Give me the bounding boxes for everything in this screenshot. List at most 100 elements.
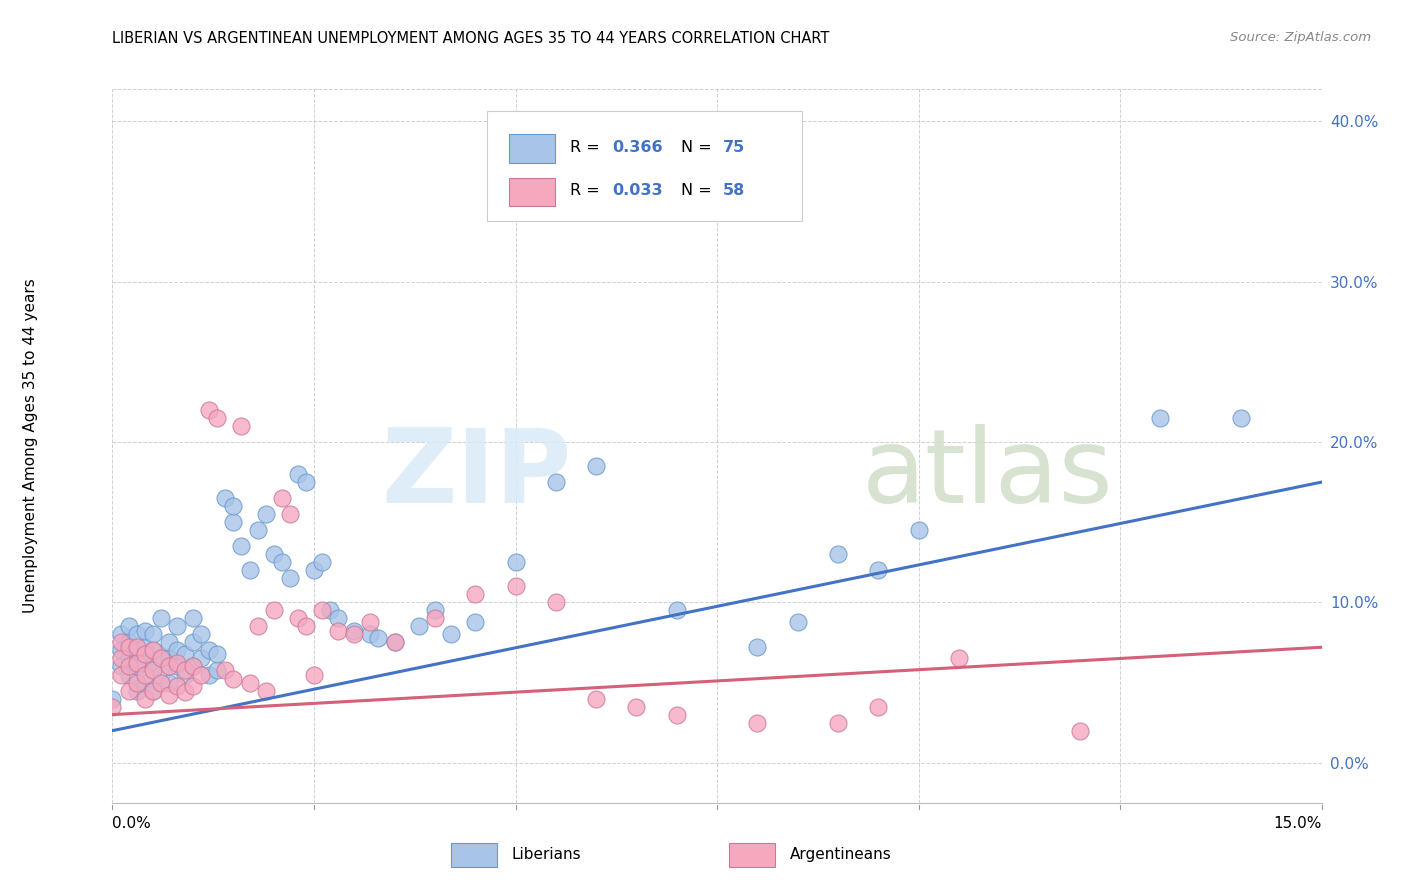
Point: [222, 499, 245, 513]
Point: [263, 547, 285, 561]
Point: [134, 675, 156, 690]
Point: [181, 635, 204, 649]
Text: Argentineans: Argentineans: [790, 847, 891, 863]
Point: [295, 619, 318, 633]
Point: [311, 603, 333, 617]
Point: [134, 640, 156, 655]
Text: 0.366: 0.366: [612, 140, 662, 155]
Point: [134, 667, 156, 681]
Point: [174, 667, 197, 681]
Point: [181, 611, 204, 625]
Text: 75: 75: [723, 140, 745, 155]
Point: [270, 491, 292, 505]
Point: [125, 640, 148, 655]
Text: N =: N =: [681, 140, 717, 155]
Point: [665, 603, 688, 617]
Point: [1069, 723, 1091, 738]
Point: [626, 699, 648, 714]
Text: Unemployment Among Ages 35 to 44 years: Unemployment Among Ages 35 to 44 years: [24, 278, 38, 614]
Point: [254, 507, 277, 521]
Point: [117, 667, 139, 681]
Text: 15.0%: 15.0%: [1274, 816, 1322, 831]
Point: [214, 491, 236, 505]
Point: [174, 663, 197, 677]
Point: [747, 715, 769, 730]
Point: [384, 635, 406, 649]
Point: [117, 683, 139, 698]
Point: [157, 635, 180, 649]
Point: [149, 611, 172, 625]
Text: R =: R =: [569, 183, 605, 198]
Point: [117, 619, 139, 633]
Point: [278, 571, 301, 585]
Point: [246, 523, 269, 537]
Point: [125, 675, 148, 690]
Point: [747, 640, 769, 655]
Point: [222, 673, 245, 687]
Point: [149, 651, 172, 665]
Point: [110, 651, 132, 665]
Point: [311, 555, 333, 569]
Point: [157, 689, 180, 703]
Point: [181, 679, 204, 693]
Text: LIBERIAN VS ARGENTINEAN UNEMPLOYMENT AMONG AGES 35 TO 44 YEARS CORRELATION CHART: LIBERIAN VS ARGENTINEAN UNEMPLOYMENT AMO…: [112, 31, 830, 46]
Point: [868, 563, 890, 577]
Point: [125, 643, 148, 657]
Point: [907, 523, 929, 537]
Point: [134, 624, 156, 639]
Point: [302, 563, 325, 577]
Point: [302, 667, 325, 681]
Point: [110, 667, 132, 681]
Point: [254, 683, 277, 698]
Point: [359, 627, 381, 641]
Point: [134, 657, 156, 671]
Point: [505, 579, 527, 593]
Point: [367, 631, 389, 645]
Point: [948, 651, 970, 665]
Point: [440, 627, 463, 641]
Text: Liberians: Liberians: [512, 847, 581, 863]
Text: atlas: atlas: [862, 424, 1114, 525]
Point: [868, 699, 890, 714]
FancyBboxPatch shape: [509, 135, 555, 163]
Point: [117, 659, 139, 673]
Point: [157, 659, 180, 673]
Point: [166, 643, 188, 657]
Point: [166, 657, 188, 671]
Point: [190, 651, 212, 665]
Point: [585, 691, 607, 706]
Point: [142, 643, 165, 657]
Point: [174, 685, 197, 699]
Point: [125, 627, 148, 641]
Point: [125, 659, 148, 673]
Point: [142, 663, 165, 677]
Point: [328, 624, 350, 639]
Point: [181, 659, 204, 673]
Point: [505, 555, 527, 569]
Point: [544, 475, 567, 489]
Point: [278, 507, 301, 521]
Point: [125, 657, 148, 671]
Point: [295, 475, 318, 489]
Point: [117, 635, 139, 649]
Text: ZIP: ZIP: [381, 424, 572, 525]
Point: [238, 563, 260, 577]
FancyBboxPatch shape: [488, 111, 801, 221]
Point: [464, 615, 486, 629]
Point: [238, 675, 260, 690]
Point: [110, 627, 132, 641]
Point: [222, 515, 245, 529]
Point: [181, 659, 204, 673]
Point: [287, 611, 309, 625]
Text: 0.033: 0.033: [612, 183, 662, 198]
Point: [665, 707, 688, 722]
FancyBboxPatch shape: [451, 844, 496, 867]
Point: [246, 619, 269, 633]
Point: [786, 615, 808, 629]
Point: [287, 467, 309, 481]
Point: [142, 683, 165, 698]
Point: [207, 411, 229, 425]
Point: [328, 611, 350, 625]
Point: [166, 659, 188, 673]
Point: [343, 627, 366, 641]
